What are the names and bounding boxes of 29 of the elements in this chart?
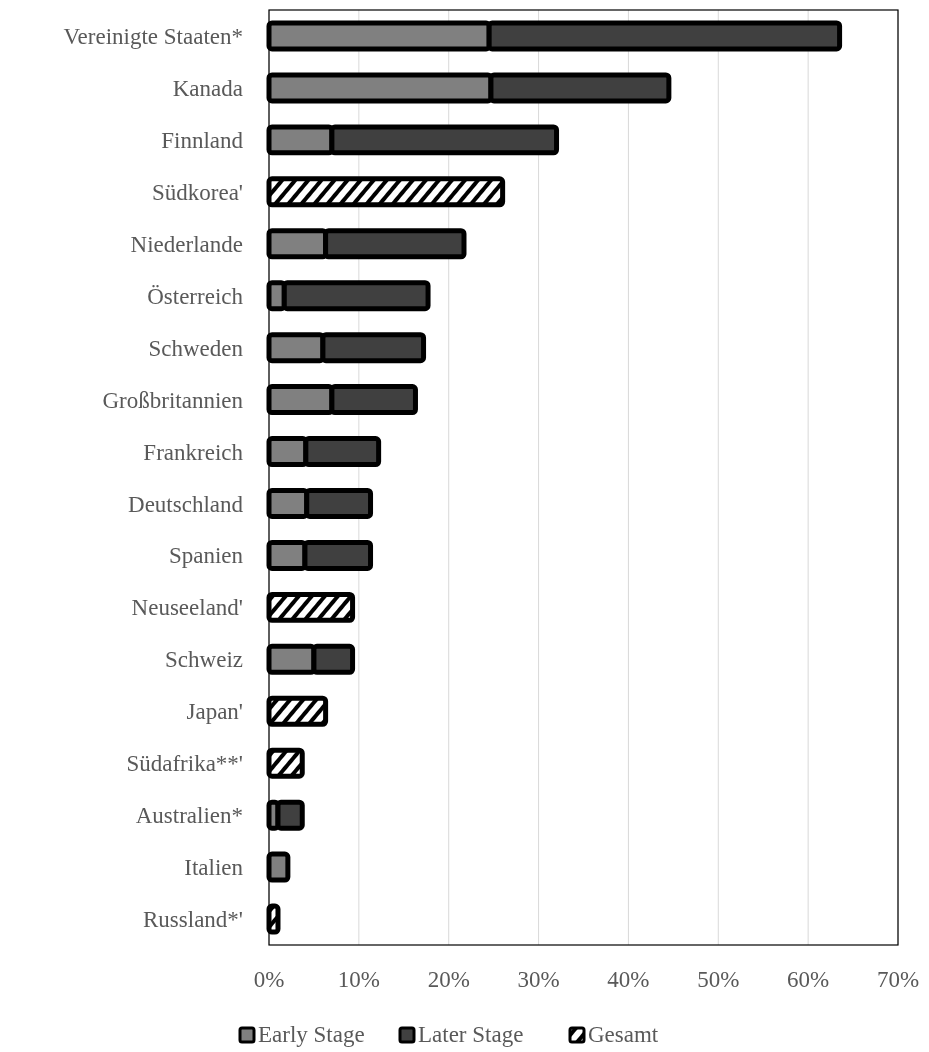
legend-label: Gesamt — [588, 1022, 659, 1047]
y-tick-label: Neuseeland' — [131, 595, 243, 621]
x-tick-label: 30% — [517, 967, 560, 992]
y-tick-label: Österreich — [147, 283, 244, 309]
x-tick-label: 70% — [876, 967, 920, 992]
y-tick-label: Großbritannien — [102, 387, 244, 413]
x-tick-label: 40% — [607, 967, 650, 992]
x-tick-label: 10% — [337, 967, 380, 992]
y-tick-label: Frankreich — [143, 439, 244, 465]
x-tick-label: 50% — [697, 967, 740, 992]
y-tick-label: Niederlande — [130, 231, 243, 257]
y-tick-label: Spanien — [168, 543, 244, 569]
y-tick-label: Japan' — [186, 699, 243, 725]
y-tick-label: Kanada — [172, 75, 243, 101]
y-tick-label: Deutschland — [128, 491, 244, 517]
y-tick-label: Schweiz — [165, 647, 243, 673]
y-tick-label: Australien* — [135, 803, 243, 829]
y-tick-label: Vereinigte Staaten* — [63, 24, 243, 50]
x-tick-label: 60% — [787, 967, 830, 992]
y-tick-label: Russland*' — [143, 907, 243, 933]
y-tick-label: Südafrika**' — [126, 751, 243, 777]
y-tick-label: Südkorea' — [151, 179, 243, 205]
x-tick-label: 0% — [253, 967, 285, 992]
y-tick-label: Finnland — [161, 127, 244, 153]
legend-label: Early Stage — [258, 1022, 365, 1047]
x-tick-label: 20% — [427, 967, 470, 992]
y-tick-label: Italien — [184, 855, 244, 881]
legend-label: Later Stage — [418, 1022, 524, 1047]
y-tick-label: Schweden — [148, 335, 244, 361]
